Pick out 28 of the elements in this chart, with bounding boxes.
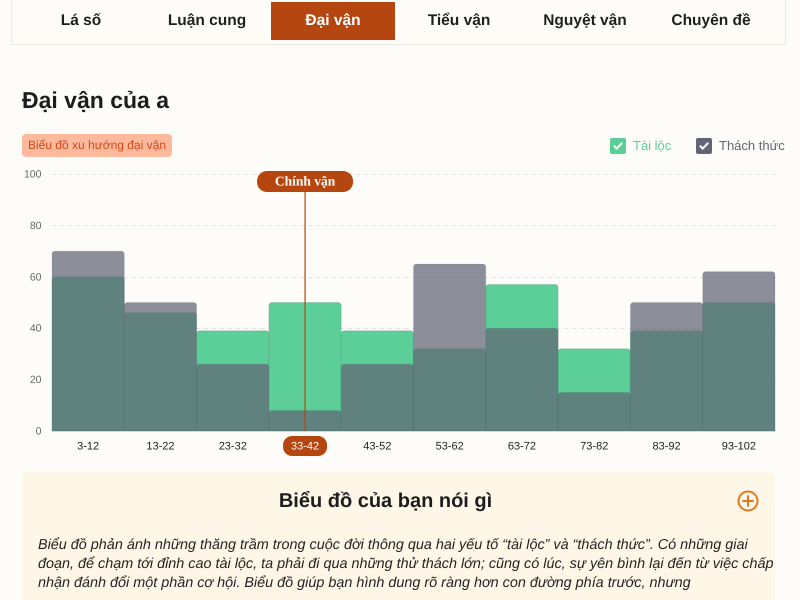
chart-title: Đại vận của a: [22, 86, 170, 115]
tab-label: Nguyệt vận: [542, 11, 628, 31]
legend-label: Thách thức: [719, 138, 786, 153]
tab-label: Chuyên đề: [670, 11, 752, 31]
x-tick-label: 53-62: [436, 440, 464, 452]
chart-subtitle: Biểu đồ xu hướng đại vận: [22, 134, 172, 157]
x-tick-label: 83-92: [652, 440, 681, 452]
y-tick-label: 40: [30, 322, 42, 335]
text-panel: Biểu đồ của bạn nói gì Biểu đồ phản ánh những thăng trầm trong cuộc đời thông qua hai yếu tố “tài lộc” và “thách thức”. Có những giai đoạn, để chạm tới đỉnh cao tài lộc, ta phải đi qua những thử thách lớn; cũng có lúc, sự yên bình lại đến từ việc chấp nhận đánh đổi một phần cơ hội. Biểu đồ giúp bạn hình dung rõ ràng hơn con đường phía trước, nhưng: [22, 472, 775, 600]
y-tick-label: 100: [24, 168, 42, 180]
ref-line-label: Chính vận: [274, 174, 336, 188]
y-tick-label: 20: [30, 374, 42, 386]
x-tick-label: 73-82: [580, 440, 608, 452]
y-tick-label: 0: [36, 426, 42, 438]
x-tick-label: 93-102: [722, 440, 756, 452]
x-tick-label: 43-52: [363, 440, 392, 452]
x-tick-label: 33-42: [290, 440, 320, 452]
active-tab: Đại vận: [271, 2, 395, 40]
x-tick-label: 3-12: [77, 440, 100, 452]
x-tick-label: 23-32: [218, 440, 247, 452]
tab-label: Tiểu vận: [426, 11, 492, 31]
legend-label: Tài lộc: [633, 138, 672, 153]
tab-label: Luận cung: [166, 11, 248, 31]
x-tick-label: 63-72: [508, 440, 536, 452]
tab-label: Lá số: [60, 11, 102, 31]
x-tick-label: 13-22: [146, 440, 175, 452]
y-tick-label: 60: [30, 271, 42, 284]
y-tick-label: 80: [30, 220, 42, 232]
